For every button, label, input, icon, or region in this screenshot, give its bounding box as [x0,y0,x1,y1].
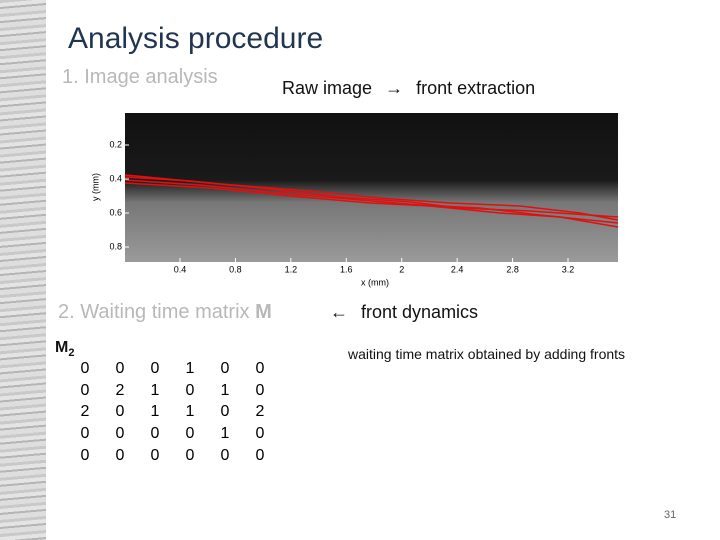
title: Analysis procedure [68,22,324,55]
matrix-cell: 0 [150,446,160,464]
arrow: → [385,78,404,98]
x-tick-label: 2 [399,264,404,274]
section-heading: 2. Waiting time matrix M [58,302,272,322]
matrix-cell: 1 [185,403,195,421]
text: front dynamics [361,302,479,322]
x-tick-label: 2.4 [451,264,464,274]
matrix-cell: 2 [115,381,125,399]
x-tick-label: 0.4 [174,264,187,274]
matrix-cell: 0 [185,381,195,399]
subtitle: Raw image → front extraction [282,79,535,97]
matrix-cell: 0 [80,446,90,464]
x-tick-label: 3.2 [562,264,575,274]
border-texture [0,0,46,540]
matrix-cell: 0 [115,446,125,464]
front-line [124,182,619,228]
matrix-cell: 0 [150,360,160,377]
arrow: ← [330,302,348,322]
matrix-cell: 0 [220,403,230,421]
page-number: 31 [664,509,677,521]
text: M [55,339,69,356]
matrix-cell: 0 [185,446,195,464]
front-line [124,174,619,221]
matrix-cell: 0 [115,425,125,443]
matrix-cell: 1 [220,381,230,399]
matrix-cell: 0 [115,360,125,377]
x-tick-label: 1.2 [285,264,298,274]
x-tick-label: 1.6 [340,264,353,274]
matrix-cell: 1 [150,403,160,421]
matrix-cell: 0 [185,425,195,443]
matrix-cell: 0 [220,446,230,464]
x-tick-label: 2.8 [506,264,519,274]
matrix-cell: 0 [255,425,265,443]
y-tick-label: 0.4 [109,173,122,183]
symbol: M [255,301,272,323]
text: 2. Waiting time matrix [58,301,250,323]
matrix-cell: 0 [80,425,90,443]
matrix-cell: 0 [255,446,265,464]
x-tick-label: 0.8 [229,264,242,274]
section-heading: 1. Image analysis [62,66,218,88]
matrix-cell: 0 [80,381,90,399]
subscript: 2 [68,347,75,360]
matrix-cell: 0 [80,360,90,377]
matrix-cell: 0 [255,381,265,399]
axis-label: x (mm) [361,277,389,287]
matrix-cell: 2 [80,403,90,421]
text: Raw image [282,78,373,98]
matrix-cell: 0 [220,360,230,377]
matrix-cell: 0 [150,425,160,443]
axis-label: y (mm) [90,173,100,201]
matrix-cell: 1 [150,381,160,399]
matrix-name: M2 [55,340,74,359]
front-line [124,179,619,224]
y-tick-label: 0.2 [109,139,122,149]
subtitle: ← front dynamics [330,303,478,321]
matrix-cell: 2 [255,403,265,421]
matrix-cell: 0 [255,360,265,377]
figure: y (mm) x (mm) 0.2 0.4 0.6 0.8 0.4 0.8 1.2 1.6 2 2… [90,113,619,287]
y-tick-label: 0.8 [109,241,122,251]
y-tick-label: 0.6 [109,207,122,217]
caption: waiting time matrix obtained by adding f… [348,346,626,362]
matrix-cell: 1 [185,360,195,377]
matrix-cell: 1 [220,425,230,443]
matrix-cell: 0 [115,403,125,421]
text: front extraction [416,78,536,98]
